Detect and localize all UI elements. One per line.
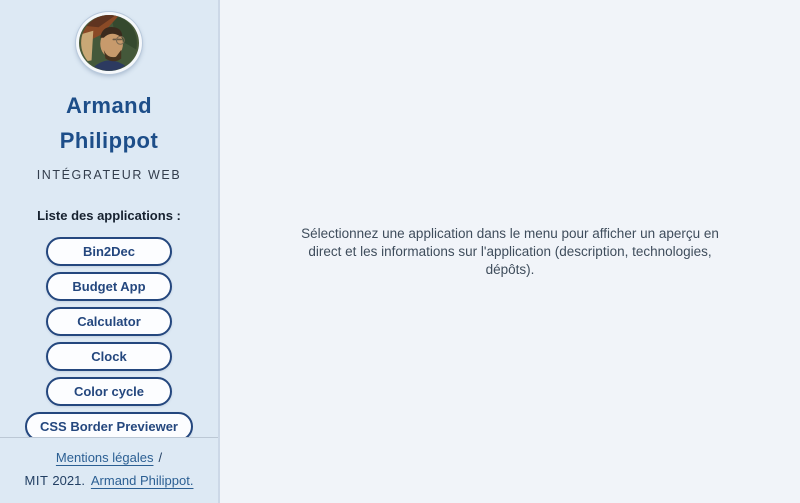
apps-list-heading: Liste des applications :	[37, 207, 181, 223]
placeholder-message: Sélectionnez une application dans le men…	[301, 225, 719, 277]
app-button-calculator[interactable]: Calculator	[45, 306, 172, 336]
footer-copyright-line: MIT 2021. Armand Philippot.	[0, 473, 218, 489]
name-last: Philippot	[59, 127, 159, 153]
app-button-color-cycle[interactable]: Color cycle	[45, 376, 172, 406]
author-link[interactable]: Armand Philippot.	[90, 473, 194, 488]
name-first: Armand	[65, 92, 153, 118]
app-button-bin2dec[interactable]: Bin2Dec	[45, 236, 172, 266]
app-button-css-border-previewer[interactable]: CSS Border Previewer	[24, 411, 193, 437]
sidebar: Armand Philippot INTÉGRATEUR WEB Liste d…	[0, 0, 220, 503]
avatar	[76, 12, 142, 74]
footer-separator: /	[158, 450, 163, 465]
page-title: Armand Philippot	[60, 88, 159, 158]
copyright-year: 2021.	[52, 473, 85, 488]
user-photo-icon	[81, 15, 137, 71]
legal-notice-link[interactable]: Mentions légales	[55, 450, 154, 465]
license-label: MIT	[24, 473, 49, 488]
app-button-clock[interactable]: Clock	[45, 341, 172, 371]
apps-list: Bin2Dec Budget App Calculator Clock Colo…	[24, 236, 193, 437]
footer-legal-line: Mentions légales /	[0, 450, 218, 466]
main-panel: Sélectionnez une application dans le men…	[220, 0, 800, 503]
app-button-budget-app[interactable]: Budget App	[45, 271, 172, 301]
job-subtitle: INTÉGRATEUR WEB	[36, 167, 182, 182]
sidebar-footer: Mentions légales / MIT 2021. Armand Philip…	[0, 437, 218, 503]
